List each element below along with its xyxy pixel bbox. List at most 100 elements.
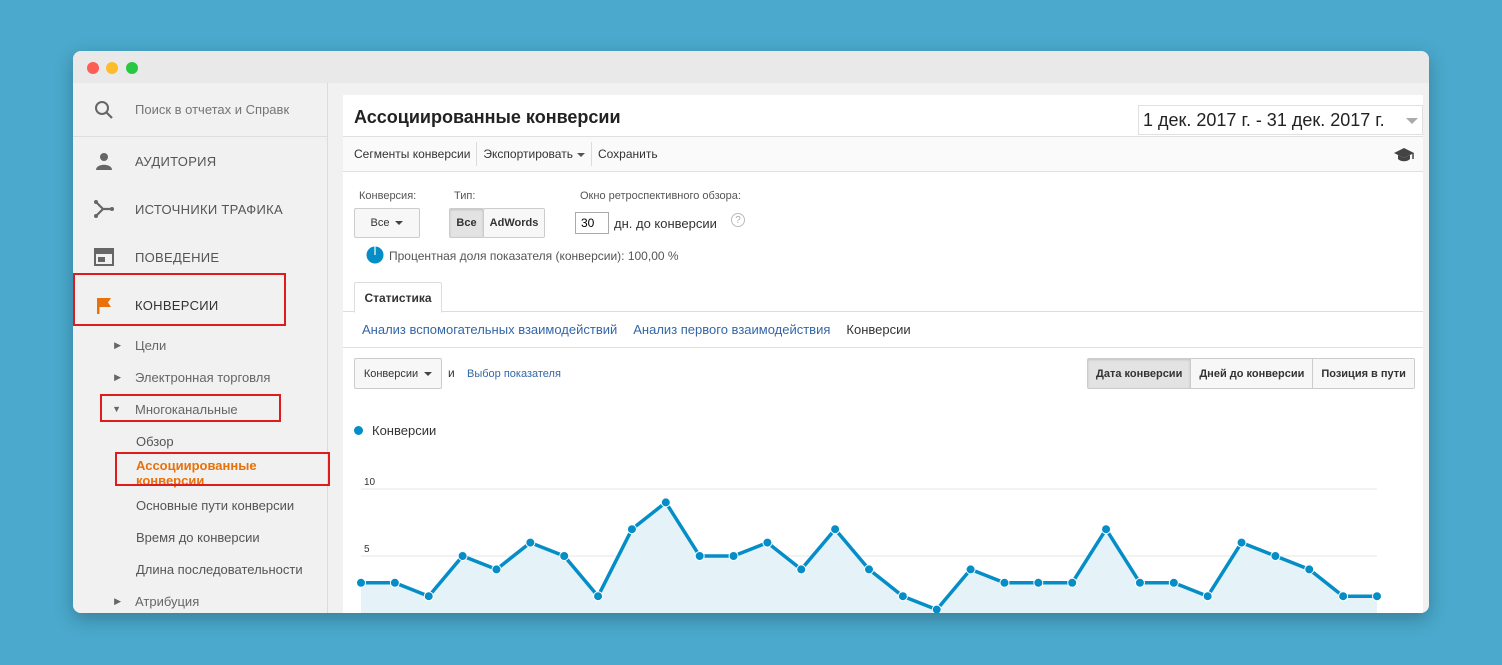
- legend-bullet: [354, 426, 363, 435]
- person-icon: [73, 152, 135, 170]
- sidebar-sub-label: Электронная торговля: [135, 369, 271, 385]
- conversion-select-value: Все: [370, 217, 390, 229]
- expand-arrow-icon: ▶: [114, 371, 121, 382]
- sidebar-sub-goals[interactable]: ▶ Цели: [73, 329, 327, 361]
- page-title: Ассоциированные конверсии: [354, 107, 621, 127]
- sidebar-sub-ecommerce[interactable]: ▶ Электронная торговля: [73, 361, 327, 393]
- sidebar-item-label: КОНВЕРСИИ: [135, 297, 219, 313]
- help-icon[interactable]: ?: [731, 213, 745, 227]
- conversion-select[interactable]: Все: [354, 208, 420, 238]
- y-tick-label: 5: [364, 544, 370, 555]
- expand-arrow-icon: ▶: [114, 595, 121, 606]
- report-sublinks: Анализ вспомогательных взаимодействий Ан…: [343, 312, 1423, 348]
- data-point: [626, 524, 637, 535]
- sidebar-item-label: ПОВЕДЕНИЕ: [135, 249, 220, 265]
- sidebar-item-behavior[interactable]: ПОВЕДЕНИЕ: [73, 233, 327, 281]
- data-point: [559, 551, 570, 561]
- data-point: [931, 604, 942, 613]
- chart-grouping-toggle: Дата конверсии Дней до конверсии Позиция…: [1087, 358, 1415, 389]
- group-by-date-button[interactable]: Дата конверсии: [1088, 359, 1191, 388]
- data-point: [694, 551, 705, 561]
- sidebar-item-time-lag[interactable]: Время до конверсии: [136, 529, 260, 545]
- save-button[interactable]: Сохранить: [590, 142, 664, 166]
- sidebar-item-label: АУДИТОРИЯ: [135, 153, 217, 169]
- data-point: [1101, 524, 1112, 535]
- flag-icon: [73, 296, 135, 314]
- report-toolbar: Сегменты конверсии Экспортировать Сохран…: [343, 137, 1423, 172]
- percent-text: Процентная доля показателя (конверсии): …: [389, 249, 679, 263]
- browser-window: АУДИТОРИЯ ИСТОЧНИКИ ТРАФИКА ПОВЕДЕНИЕ КО…: [73, 51, 1429, 613]
- graduation-cap-icon[interactable]: [1393, 147, 1415, 168]
- report-tabs: Статистика: [343, 282, 1423, 313]
- lookback-days-input[interactable]: [575, 212, 609, 234]
- lookback-suffix: дн. до конверсии: [614, 216, 717, 231]
- y-tick-label: 10: [364, 477, 376, 488]
- metric-select-value: Конверсии: [363, 367, 419, 380]
- data-point: [1338, 591, 1349, 602]
- sidebar-sub-multichannel[interactable]: ▼ Многоканальные: [73, 393, 327, 425]
- data-point: [1372, 591, 1382, 602]
- sidebar-item-traffic-sources[interactable]: ИСТОЧНИКИ ТРАФИКА: [73, 185, 327, 233]
- segments-label: Сегменты конверсии: [354, 147, 471, 161]
- select-metric-link[interactable]: Выбор показателя: [467, 368, 561, 380]
- sidebar-item-path-length[interactable]: Длина последовательности: [136, 561, 303, 577]
- series-area: [361, 502, 1377, 613]
- data-point: [1304, 564, 1315, 575]
- data-point: [864, 564, 874, 575]
- type-label: Тип:: [454, 190, 476, 202]
- expand-arrow-icon: ▶: [114, 339, 121, 350]
- sidebar-sub-label: Многоканальные: [135, 401, 238, 417]
- chart-controls: Конверсии и Выбор показателя Дата конвер…: [343, 348, 1423, 398]
- maximize-window-button[interactable]: [126, 62, 138, 74]
- chevron-down-icon: [576, 152, 585, 157]
- sidebar-sub-attribution[interactable]: ▶ Атрибуция: [73, 585, 327, 613]
- search-icon[interactable]: [73, 100, 135, 120]
- conversion-label: Конверсия:: [359, 190, 417, 202]
- link-assisted-analysis[interactable]: Анализ вспомогательных взаимодействий: [362, 322, 618, 337]
- search-input[interactable]: [135, 102, 295, 117]
- highlight-box-conversions: [73, 273, 286, 326]
- type-adwords-button[interactable]: AdWords: [483, 208, 545, 238]
- conversions-chart: 105...8 дек.15 дек.22 дек.29 дек.: [356, 477, 1382, 613]
- sidebar-item-conversions[interactable]: КОНВЕРСИИ: [73, 281, 327, 329]
- metric-select[interactable]: Конверсии: [354, 358, 442, 389]
- data-point: [796, 564, 807, 575]
- sidebar-item-top-conversion-paths[interactable]: Основные пути конверсии: [136, 497, 295, 513]
- data-point: [728, 551, 739, 561]
- search-bar: [73, 83, 327, 137]
- sidebar-sub-label: Атрибуция: [135, 593, 200, 609]
- data-point: [593, 591, 604, 602]
- data-point: [1236, 537, 1247, 548]
- sidebar-sub-label: Цели: [135, 337, 167, 353]
- export-label: Экспортировать: [483, 147, 573, 161]
- report-controls: Конверсия: Все Тип: Все AdWords Окно рет…: [343, 172, 1423, 282]
- data-point: [830, 524, 841, 535]
- sidebar-item-audience[interactable]: АУДИТОРИЯ: [73, 137, 327, 185]
- chevron-down-icon: [395, 221, 404, 225]
- data-point: [897, 591, 908, 602]
- group-by-position-button[interactable]: Позиция в пути: [1312, 359, 1414, 388]
- conversion-segments-button[interactable]: Сегменты конверсии: [343, 142, 476, 166]
- data-point: [1202, 591, 1213, 602]
- data-point: [491, 564, 502, 575]
- data-point: [457, 551, 468, 561]
- date-range-picker[interactable]: 1 дек. 2017 г. - 31 дек. 2017 г.: [1138, 105, 1423, 135]
- link-first-interaction[interactable]: Анализ первого взаимодействия: [633, 322, 831, 337]
- data-point: [965, 564, 976, 575]
- title-bar: [73, 51, 1429, 83]
- data-point: [1168, 577, 1179, 588]
- main-panel: Ассоциированные конверсии 1 дек. 2017 г.…: [343, 95, 1423, 613]
- minimize-window-button[interactable]: [106, 62, 118, 74]
- tab-statistics[interactable]: Статистика: [354, 282, 442, 313]
- group-by-days-button[interactable]: Дней до конверсии: [1190, 359, 1313, 388]
- export-button[interactable]: Экспортировать: [476, 142, 591, 166]
- data-point: [389, 577, 400, 588]
- link-conversions[interactable]: Конверсии: [846, 322, 911, 337]
- data-point: [999, 577, 1010, 588]
- data-point: [1067, 577, 1078, 588]
- data-point: [1134, 577, 1145, 588]
- save-label: Сохранить: [597, 147, 658, 161]
- collapse-arrow-icon: ▼: [112, 404, 121, 414]
- sidebar-item-overview[interactable]: Обзор: [136, 433, 174, 449]
- close-window-button[interactable]: [87, 62, 99, 74]
